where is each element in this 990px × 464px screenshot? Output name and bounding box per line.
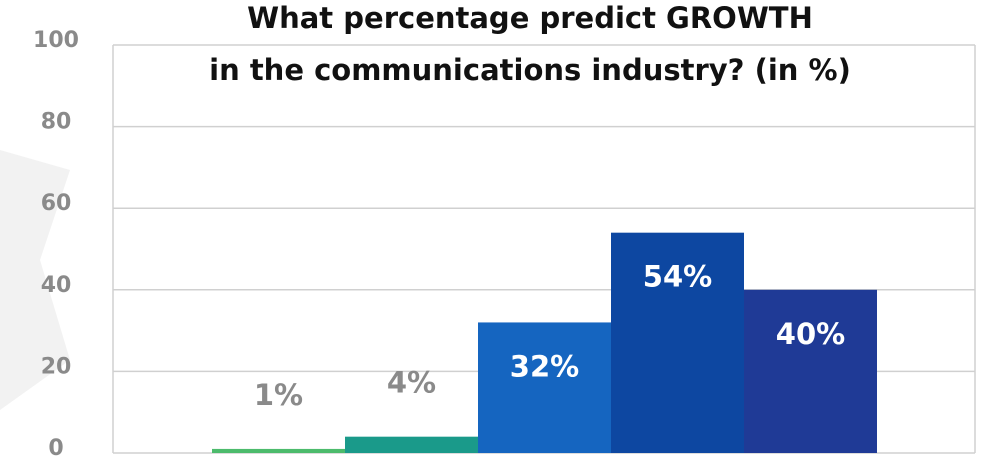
y-tick-label: 80: [41, 110, 72, 135]
bar: [744, 289, 877, 453]
chart-title: in the communications industry? (in %): [209, 53, 851, 87]
bar: [345, 436, 478, 453]
value-label: 32%: [510, 349, 579, 383]
y-tick-label: 40: [41, 273, 72, 298]
background-shape: [0, 150, 70, 410]
y-tick-label: 100: [33, 28, 79, 53]
value-label: 1%: [254, 378, 303, 412]
y-tick-label: 0: [48, 436, 63, 461]
bar: [478, 322, 611, 453]
y-tick-label: 20: [41, 354, 72, 379]
chart-title: What percentage predict GROWTH: [247, 1, 813, 35]
bar: [212, 448, 345, 453]
value-label: 40%: [776, 317, 845, 351]
y-tick-label: 60: [41, 191, 72, 216]
value-label: 4%: [387, 366, 436, 400]
bar: [611, 232, 744, 453]
value-label: 54%: [643, 260, 712, 294]
